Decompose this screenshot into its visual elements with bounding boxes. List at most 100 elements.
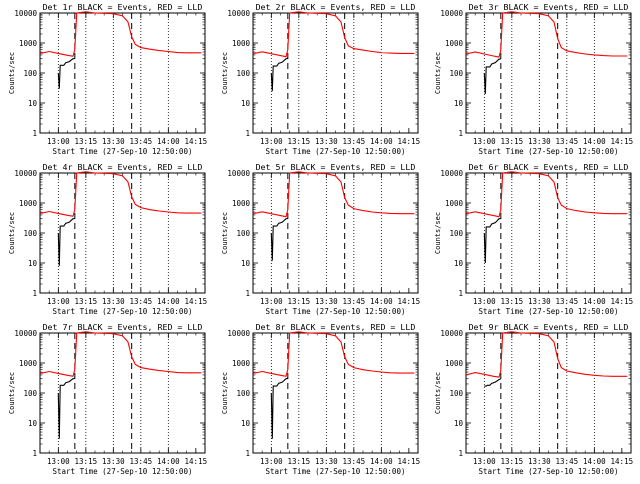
plot-frame xyxy=(465,332,632,454)
y-axis-label: Counts/sec xyxy=(434,212,442,254)
y-tick-label: 10000 xyxy=(440,169,463,178)
x-tick-label: 13:15 xyxy=(288,297,311,306)
y-tick-label: 1000 xyxy=(445,359,464,368)
x-axis-label: Start Time (27-Sep-10 12:50:00) xyxy=(479,467,619,476)
lld-rate-line xyxy=(39,11,202,57)
x-tick-label: 13:30 xyxy=(102,297,125,306)
x-tick-label: 14:00 xyxy=(157,297,180,306)
x-tick-label: 13:15 xyxy=(288,457,311,466)
panel-det-7: Det 7r BLACK = Events, RED = LLD 1 10 100 10… xyxy=(8,322,207,476)
y-tick-label: 100 xyxy=(23,389,37,398)
x-axis-label: Start Time (27-Sep-10 12:50:00) xyxy=(479,147,619,156)
panel-title: Det 2r BLACK = Events, RED = LLD xyxy=(256,2,416,12)
lld-rate-line xyxy=(39,171,202,217)
x-axis-label: Start Time (27-Sep-10 12:50:00) xyxy=(53,467,193,476)
x-axis-label: Start Time (27-Sep-10 12:50:00) xyxy=(53,147,193,156)
y-tick-label: 10 xyxy=(454,259,464,268)
lld-rate-line xyxy=(465,11,628,58)
plot-frame xyxy=(39,332,206,454)
x-tick-label: 13:00 xyxy=(47,297,70,306)
y-tick-label: 1 xyxy=(32,449,37,458)
x-tick-label: 14:00 xyxy=(370,137,393,146)
x-tick-label: 14:00 xyxy=(583,297,606,306)
y-tick-label: 10 xyxy=(241,259,251,268)
y-tick-label: 100 xyxy=(23,69,37,78)
plot-frame xyxy=(39,172,206,294)
x-axis-label: Start Time (27-Sep-10 12:50:00) xyxy=(266,307,406,316)
panel-det-8: Det 8r BLACK = Events, RED = LLD 1 10 100 10… xyxy=(221,322,420,476)
y-tick-label: 10 xyxy=(28,419,38,428)
y-axis-label: Counts/sec xyxy=(221,52,229,94)
panel-det-1: Det 1r BLACK = Events, RED = LLD 1 10 100 10… xyxy=(8,2,207,156)
events-rate-line xyxy=(484,378,502,387)
x-tick-label: 13:15 xyxy=(501,137,524,146)
events-rate-line xyxy=(483,217,502,264)
x-axis-label: Start Time (27-Sep-10 12:50:00) xyxy=(53,307,193,316)
x-tick-label: 14:15 xyxy=(398,457,421,466)
panel-title: Det 4r BLACK = Events, RED = LLD xyxy=(43,162,203,172)
plot-frame xyxy=(252,12,419,134)
y-tick-label: 10000 xyxy=(440,9,463,18)
plot-frame xyxy=(252,172,419,294)
y-tick-label: 100 xyxy=(236,69,250,78)
y-tick-label: 10000 xyxy=(227,329,250,338)
y-tick-label: 100 xyxy=(236,389,250,398)
panel-det-2: Det 2r BLACK = Events, RED = LLD 1 10 100 10… xyxy=(221,2,420,156)
x-tick-label: 14:15 xyxy=(611,137,634,146)
plot-frame xyxy=(465,172,632,294)
y-tick-label: 10000 xyxy=(14,169,37,178)
x-tick-label: 14:00 xyxy=(583,457,606,466)
x-tick-label: 14:15 xyxy=(185,137,208,146)
y-tick-label: 1000 xyxy=(19,199,38,208)
x-tick-label: 13:30 xyxy=(528,297,551,306)
y-tick-label: 10000 xyxy=(14,329,37,338)
y-tick-label: 10 xyxy=(241,419,251,428)
x-tick-label: 13:15 xyxy=(501,457,524,466)
panel-det-4: Det 4r BLACK = Events, RED = LLD 1 10 100 10… xyxy=(8,162,207,316)
x-tick-label: 13:00 xyxy=(473,457,496,466)
x-axis-label: Start Time (27-Sep-10 12:50:00) xyxy=(266,147,406,156)
y-tick-label: 1000 xyxy=(232,199,251,208)
panel-det-6: Det 6r BLACK = Events, RED = LLD 1 10 100 10… xyxy=(434,162,633,316)
panel-title: Det 5r BLACK = Events, RED = LLD xyxy=(256,162,416,172)
lld-rate-line xyxy=(465,331,628,378)
x-tick-label: 14:15 xyxy=(185,297,208,306)
x-tick-label: 13:15 xyxy=(288,137,311,146)
x-tick-label: 13:30 xyxy=(528,457,551,466)
y-tick-label: 10000 xyxy=(440,329,463,338)
x-tick-label: 13:00 xyxy=(473,137,496,146)
y-tick-label: 100 xyxy=(449,229,463,238)
x-tick-label: 14:15 xyxy=(611,457,634,466)
x-tick-label: 14:00 xyxy=(583,137,606,146)
x-tick-label: 13:15 xyxy=(75,297,98,306)
events-rate-line xyxy=(57,57,76,89)
lld-rate-line xyxy=(465,171,628,218)
y-tick-label: 1000 xyxy=(232,39,251,48)
x-tick-label: 14:00 xyxy=(370,297,393,306)
panel-det-3: Det 3r BLACK = Events, RED = LLD 1 10 100 10… xyxy=(434,2,633,156)
y-tick-label: 10 xyxy=(28,259,38,268)
y-tick-label: 1 xyxy=(32,129,37,138)
x-tick-label: 13:15 xyxy=(75,137,98,146)
x-tick-label: 13:45 xyxy=(343,457,366,466)
y-tick-label: 1000 xyxy=(19,39,38,48)
lld-rate-line xyxy=(39,331,202,377)
panel-title: Det 3r BLACK = Events, RED = LLD xyxy=(469,2,629,12)
x-tick-label: 13:00 xyxy=(47,457,70,466)
x-tick-label: 13:45 xyxy=(556,297,579,306)
x-tick-label: 14:15 xyxy=(185,457,208,466)
y-tick-label: 10 xyxy=(454,99,464,108)
y-axis-label: Counts/sec xyxy=(221,212,229,254)
x-tick-label: 14:00 xyxy=(370,457,393,466)
y-tick-label: 100 xyxy=(236,229,250,238)
panel-title: Det 7r BLACK = Events, RED = LLD xyxy=(43,322,203,332)
x-tick-label: 14:00 xyxy=(157,457,180,466)
y-tick-label: 1 xyxy=(458,449,463,458)
x-tick-label: 13:30 xyxy=(102,137,125,146)
x-tick-label: 14:15 xyxy=(398,137,421,146)
y-tick-label: 1000 xyxy=(19,359,38,368)
y-axis-label: Counts/sec xyxy=(434,372,442,414)
x-axis-label: Start Time (27-Sep-10 12:50:00) xyxy=(266,467,406,476)
x-axis-label: Start Time (27-Sep-10 12:50:00) xyxy=(479,307,619,316)
